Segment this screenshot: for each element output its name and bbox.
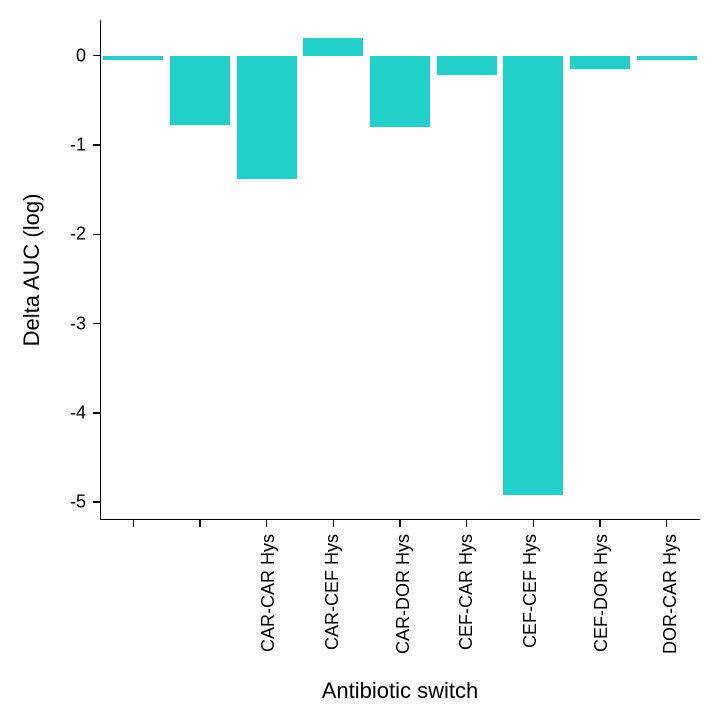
x-tick <box>666 520 668 527</box>
x-tick <box>266 520 268 527</box>
y-tick <box>93 144 100 146</box>
y-tick-label: -5 <box>0 492 86 513</box>
x-tick-label: CAR-CAR Hys <box>258 534 279 652</box>
bar <box>237 56 297 179</box>
bar <box>370 56 430 127</box>
y-tick-label: -2 <box>0 224 86 245</box>
y-tick <box>93 234 100 236</box>
bar <box>170 56 230 126</box>
x-tick <box>399 520 401 527</box>
y-tick <box>93 412 100 414</box>
bar <box>637 56 697 60</box>
x-tick-label: CEF-DOR Hys <box>591 534 612 652</box>
x-tick <box>533 520 535 527</box>
x-tick <box>466 520 468 527</box>
x-tick <box>599 520 601 527</box>
x-tick <box>333 520 335 527</box>
x-tick-label: CAR-CEF Hys <box>322 534 343 650</box>
bar <box>303 38 363 56</box>
delta-auc-bar-chart: Delta AUC (log) Antibiotic switch 0-1-2-… <box>0 0 720 712</box>
x-tick-label: CAR-DOR Hys <box>393 534 414 654</box>
y-tick-label: -1 <box>0 135 86 156</box>
y-tick <box>93 55 100 57</box>
x-tick <box>133 520 135 527</box>
bar <box>103 56 163 60</box>
bar <box>570 56 630 69</box>
x-tick-label: DOR-CAR Hys <box>660 534 681 654</box>
y-tick <box>93 323 100 325</box>
y-tick-label: -4 <box>0 402 86 423</box>
y-tick <box>93 501 100 503</box>
x-tick-label: CEF-CAR Hys <box>456 534 477 650</box>
x-tick-label: CEF-CEF Hys <box>520 534 541 648</box>
x-tick <box>199 520 201 527</box>
bar <box>503 56 563 495</box>
y-tick-label: -3 <box>0 313 86 334</box>
y-tick-label: 0 <box>0 45 86 66</box>
bar <box>437 56 497 76</box>
x-axis-title: Antibiotic switch <box>322 678 479 704</box>
